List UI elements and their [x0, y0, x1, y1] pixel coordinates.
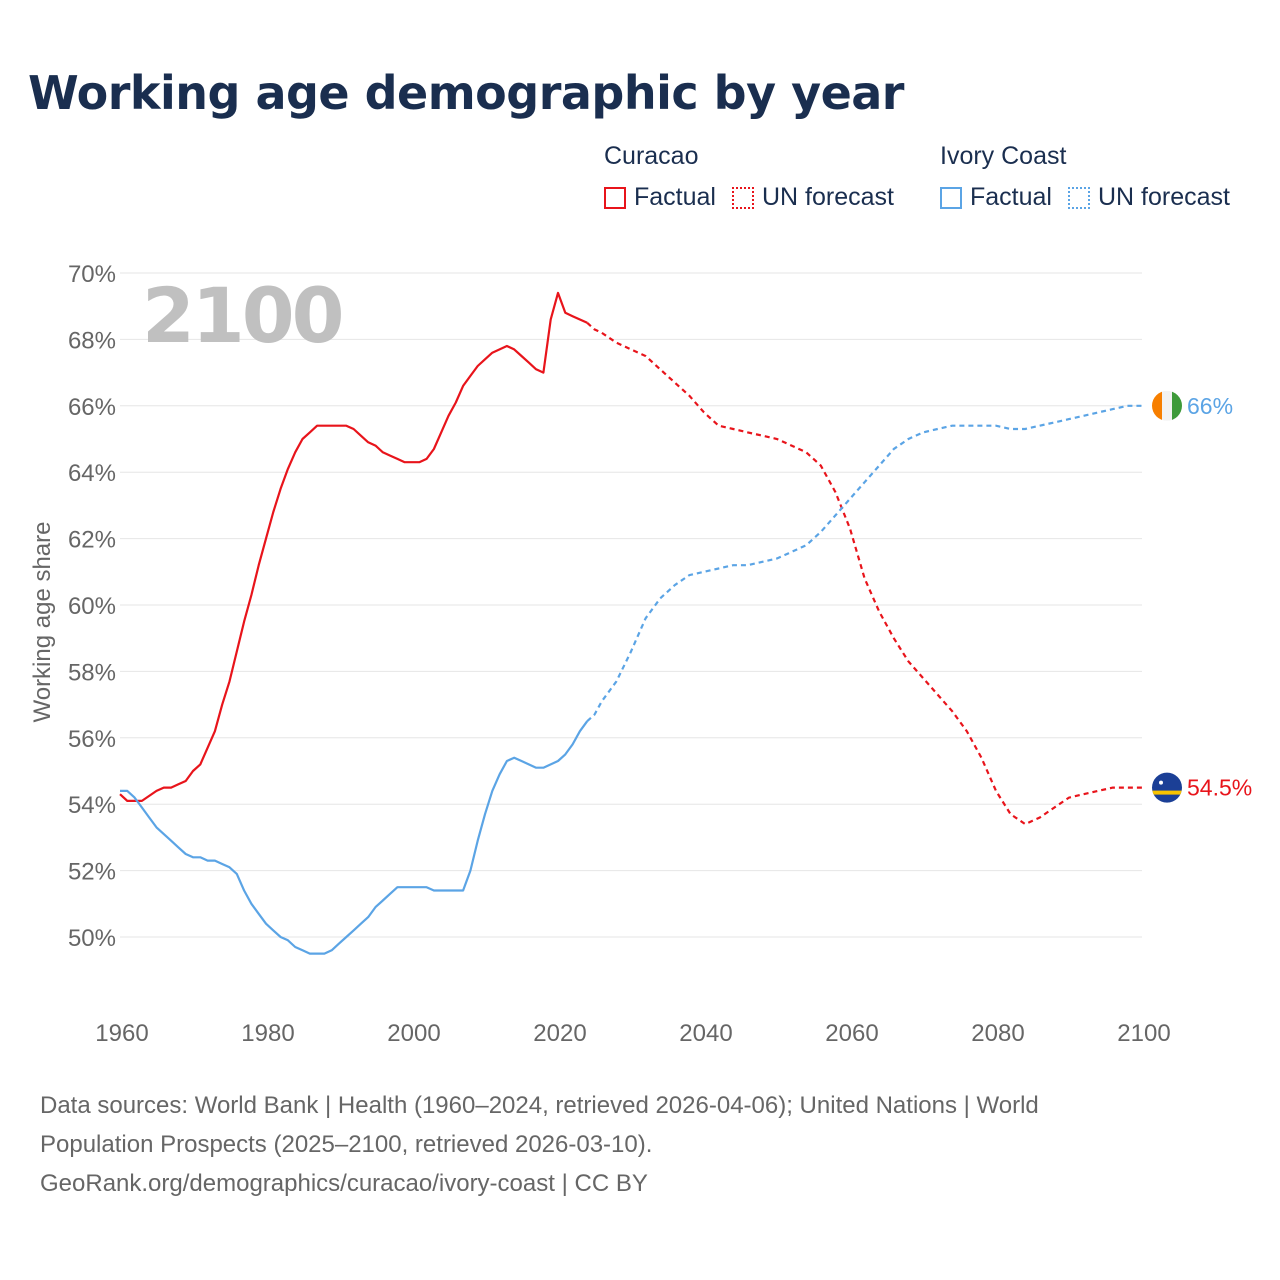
y-tick-label: 60%: [68, 593, 116, 620]
legend-curacao-forecast[interactable]: UN forecast: [731, 183, 894, 212]
x-tick-label: 1980: [241, 1020, 294, 1047]
x-tick-label: 1960: [95, 1020, 148, 1047]
x-tick-label: 2060: [825, 1020, 878, 1047]
flag-stripe: [1152, 390, 1162, 421]
flag-field: [1152, 772, 1182, 803]
y-tick-label: 50%: [68, 925, 116, 952]
footer-line: Data sources: World Bank | Health (1960–…: [40, 1092, 1039, 1119]
flag-star: [1159, 780, 1163, 785]
y-tick-label: 54%: [68, 792, 116, 819]
y-tick-label: 68%: [68, 327, 116, 354]
end-markers: 54.5% 66%: [1152, 390, 1252, 803]
x-tick-label: 2040: [679, 1020, 732, 1047]
curacao-forecast-line[interactable]: [586, 321, 1142, 826]
legend-ivory-coast-forecast[interactable]: UN forecast: [1067, 183, 1230, 212]
curacao-flag-icon: [1152, 772, 1182, 803]
legend-curacao-heading: Curacao: [604, 142, 699, 170]
chart-title: Working age demographic by year: [28, 66, 905, 120]
legend-label: UN forecast: [761, 183, 894, 211]
y-tick-label: 58%: [68, 659, 116, 686]
flag-band: [1152, 790, 1182, 795]
series-lines: [119, 291, 1142, 955]
current-year-label: 2100: [142, 271, 342, 360]
gridlines: [120, 272, 1142, 938]
curacao-end-label: 54.5%: [1187, 775, 1252, 801]
y-tick-label: 62%: [68, 527, 116, 554]
legend-swatch-dotted: [731, 186, 754, 209]
legend-curacao-factual[interactable]: Factual: [604, 183, 716, 212]
legend-label: UN forecast: [1097, 183, 1230, 211]
y-tick-label: 64%: [68, 460, 116, 487]
flag-stripe: [1162, 390, 1172, 421]
ivory-coast-flag-icon: [1152, 390, 1182, 421]
legend-label: Factual: [634, 183, 716, 211]
ivory-coast-factual-line[interactable]: [120, 720, 589, 955]
x-tick-label: 2020: [533, 1020, 586, 1047]
footer-line[interactable]: GeoRank.org/demographics/curacao/ivory-c…: [40, 1170, 648, 1197]
y-tick-label: 56%: [68, 726, 116, 753]
legend-ivory-coast-factual[interactable]: Factual: [940, 183, 1052, 212]
legend-swatch-solid: [604, 186, 626, 209]
y-tick-label: 70%: [68, 261, 116, 288]
legend-swatch-solid: [940, 186, 962, 209]
y-axis-label: Working age share: [29, 522, 56, 723]
x-tick-label: 2000: [387, 1020, 440, 1047]
legend-label: Factual: [970, 183, 1052, 211]
ivory-coast-forecast-line[interactable]: [586, 404, 1142, 723]
legend-curacao: Curacao Factual UN forecast: [604, 142, 894, 212]
ivory-coast-end-label: 66%: [1187, 393, 1233, 419]
x-tick-label: 2080: [971, 1020, 1024, 1047]
curacao-factual-line[interactable]: [119, 291, 588, 802]
y-axis-ticks: 50% 52% 54% 56% 58% 60% 62% 64% 66% 68% 70%: [68, 261, 116, 952]
x-tick-label: 2100: [1117, 1020, 1170, 1047]
legend-ivory-coast: Ivory Coast Factual UN forecast: [940, 142, 1230, 212]
x-axis-ticks: 1960 1980 2000 2020 2040 2060 2080 2100: [95, 1020, 1170, 1047]
y-tick-label: 66%: [68, 394, 116, 421]
footer-line: Population Prospects (2025–2100, retriev…: [40, 1131, 653, 1158]
legend-ivory-coast-heading: Ivory Coast: [940, 142, 1067, 170]
flag-stripe: [1172, 390, 1182, 421]
y-tick-label: 52%: [68, 859, 116, 886]
footer-sources: Data sources: World Bank | Health (1960–…: [40, 1086, 1220, 1203]
legend-swatch-dotted: [1067, 186, 1090, 209]
